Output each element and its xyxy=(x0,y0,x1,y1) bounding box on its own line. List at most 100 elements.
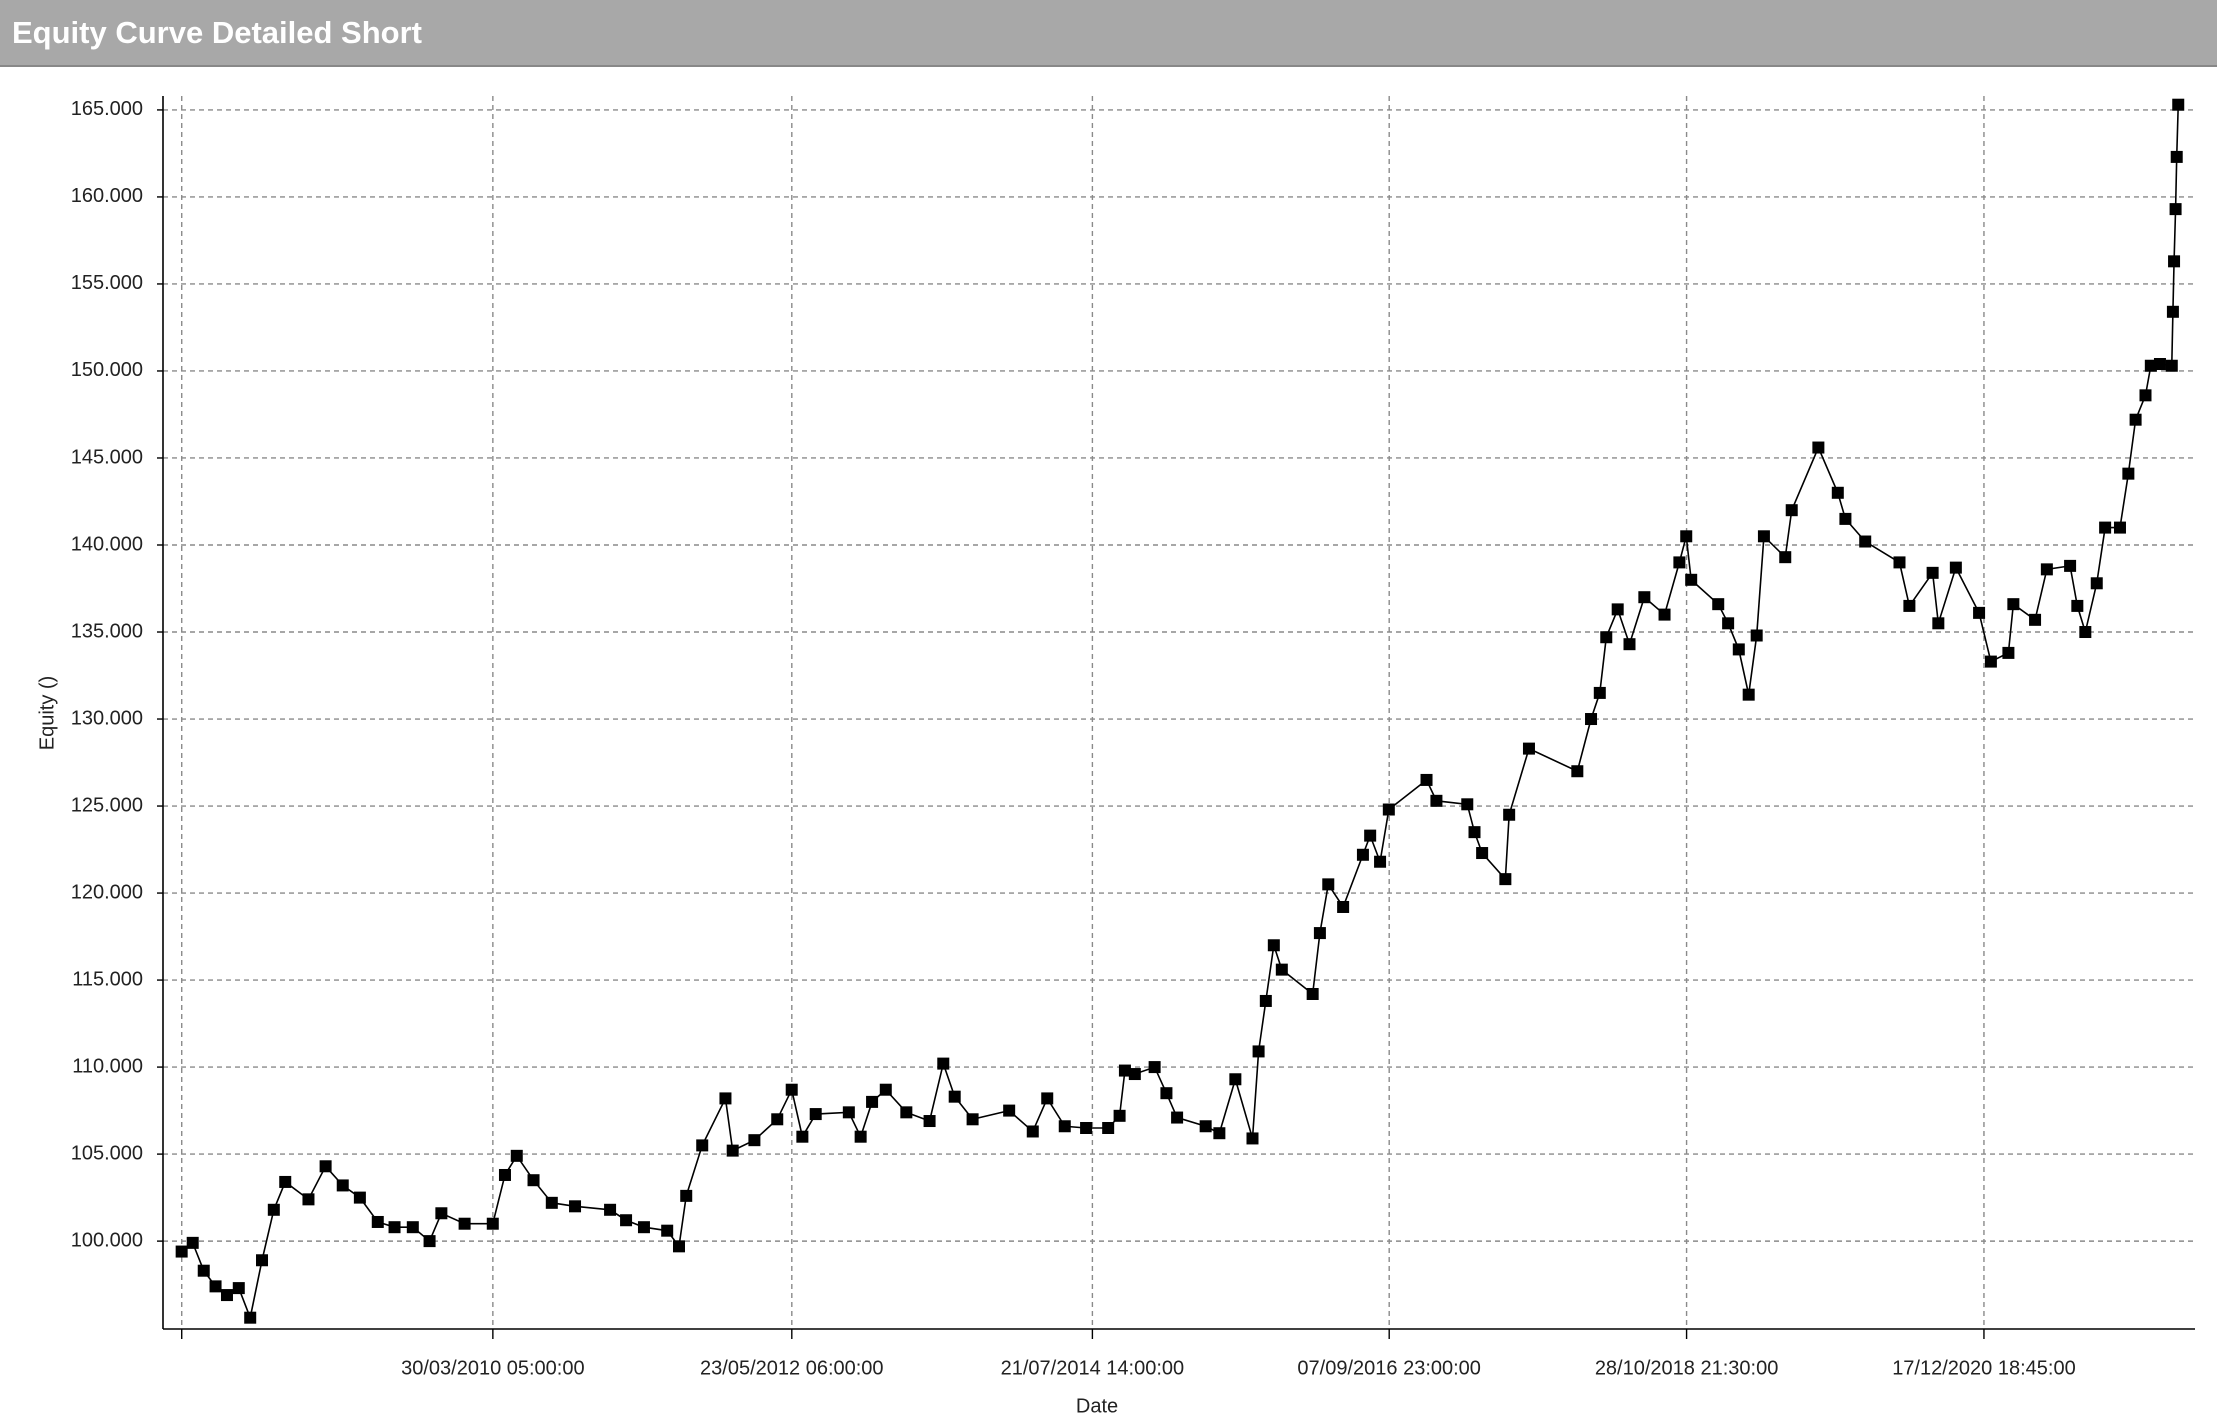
equity-marker xyxy=(1522,742,1535,755)
equity-marker xyxy=(1058,1120,1071,1133)
equity-marker xyxy=(1252,1045,1265,1058)
equity-marker xyxy=(175,1245,188,1258)
equity-marker xyxy=(1638,591,1651,604)
equity-marker xyxy=(319,1160,332,1173)
equity-marker xyxy=(2165,359,2178,372)
x-tick-label: 30/03/2010 05:00:00 xyxy=(401,1357,585,1379)
y-tick-label: 115.000 xyxy=(72,968,143,990)
x-tick-label: 07/09/2016 23:00:00 xyxy=(1297,1357,1481,1379)
y-tick-label: 100.000 xyxy=(71,1229,143,1251)
equity-marker xyxy=(1742,688,1755,701)
equity-marker xyxy=(1499,873,1512,886)
equity-marker xyxy=(244,1311,257,1324)
equity-marker xyxy=(2040,563,2053,576)
equity-marker xyxy=(866,1095,879,1108)
equity-marker xyxy=(2007,598,2020,611)
equity-marker xyxy=(1903,599,1916,612)
y-tick-label: 165.000 xyxy=(71,98,143,120)
equity-marker xyxy=(1026,1125,1039,1138)
equity-marker xyxy=(2144,359,2157,372)
equity-marker xyxy=(637,1221,650,1234)
equity-marker xyxy=(1732,643,1745,656)
equity-marker xyxy=(1949,561,1962,574)
equity-marker xyxy=(1171,1111,1184,1124)
plot-area: 100.000 105.000 110.000 115.000 120.000 125.0… xyxy=(71,96,2195,1379)
equity-marker xyxy=(2168,255,2181,268)
equity-marker xyxy=(1503,808,1516,821)
equity-marker xyxy=(1973,606,1986,619)
equity-marker xyxy=(336,1179,349,1192)
equity-marker xyxy=(1673,556,1686,569)
equity-marker xyxy=(937,1057,950,1070)
equity-marker xyxy=(2029,613,2042,626)
equity-marker xyxy=(1779,551,1792,564)
equity-marker xyxy=(2153,358,2166,371)
equity-marker xyxy=(1430,794,1443,807)
equity-marker xyxy=(923,1115,936,1128)
equity-marker xyxy=(1148,1061,1161,1074)
equity-marker xyxy=(1160,1087,1173,1100)
equity-marker xyxy=(2002,646,2015,659)
equity-marker xyxy=(854,1130,867,1143)
equity-marker xyxy=(1658,608,1671,621)
y-tick-label: 135.000 xyxy=(71,620,143,642)
equity-marker xyxy=(2172,98,2185,111)
equity-marker xyxy=(1420,773,1433,786)
equity-marker xyxy=(435,1207,448,1220)
equity-marker xyxy=(1932,617,1945,630)
equity-marker xyxy=(1623,638,1636,651)
equity-marker xyxy=(1593,686,1606,699)
equity-marker xyxy=(1267,939,1280,952)
equity-marker xyxy=(510,1149,523,1162)
x-tick-label: 17/12/2020 18:45:00 xyxy=(1892,1357,2076,1379)
equity-marker xyxy=(1785,504,1798,517)
y-tick-label: 155.000 xyxy=(71,272,143,294)
equity-marker xyxy=(809,1108,822,1121)
equity-marker xyxy=(1003,1104,1016,1117)
equity-marker xyxy=(1382,803,1395,816)
equity-marker xyxy=(406,1221,419,1234)
equity-marker xyxy=(232,1282,245,1295)
y-tick-label: 130.000 xyxy=(71,707,143,729)
equity-marker xyxy=(966,1113,979,1126)
equity-marker xyxy=(279,1175,292,1188)
equity-marker xyxy=(796,1130,809,1143)
equity-marker xyxy=(748,1134,761,1147)
equity-marker xyxy=(1757,530,1770,543)
equity-marker xyxy=(186,1236,199,1249)
equity-marker xyxy=(1229,1073,1242,1086)
equity-marker xyxy=(1041,1092,1054,1105)
equity-marker xyxy=(209,1280,222,1293)
equity-marker xyxy=(1128,1068,1141,1081)
equity-marker xyxy=(1306,987,1319,1000)
equity-marker xyxy=(672,1240,685,1253)
equity-marker xyxy=(1356,848,1369,861)
equity-marker xyxy=(785,1083,798,1096)
equity-marker xyxy=(1322,878,1335,891)
y-tick-label: 125.000 xyxy=(71,794,143,816)
y-axis-label: Equity () xyxy=(36,676,58,750)
equity-marker xyxy=(620,1214,633,1227)
equity-marker xyxy=(879,1083,892,1096)
equity-marker xyxy=(1680,530,1693,543)
equity-marker xyxy=(2113,521,2126,534)
equity-marker xyxy=(726,1144,739,1157)
y-tick-label: 160.000 xyxy=(71,185,143,207)
equity-marker xyxy=(2169,203,2182,216)
equity-marker xyxy=(1839,512,1852,525)
x-axis-label: Date xyxy=(1076,1395,1118,1417)
equity-marker xyxy=(353,1191,366,1204)
x-tick-label: 23/05/2012 06:00:00 xyxy=(700,1357,884,1379)
equity-marker xyxy=(1275,963,1288,976)
equity-marker xyxy=(197,1264,210,1277)
equity-marker xyxy=(1571,765,1584,778)
equity-marker xyxy=(2071,599,2084,612)
equity-marker xyxy=(1926,566,1939,579)
equity-marker xyxy=(302,1193,315,1206)
equity-marker xyxy=(1213,1127,1226,1140)
equity-marker xyxy=(1080,1121,1093,1134)
y-tick-label: 145.000 xyxy=(71,446,143,468)
equity-marker xyxy=(1600,631,1613,644)
equity-marker xyxy=(1611,603,1624,616)
